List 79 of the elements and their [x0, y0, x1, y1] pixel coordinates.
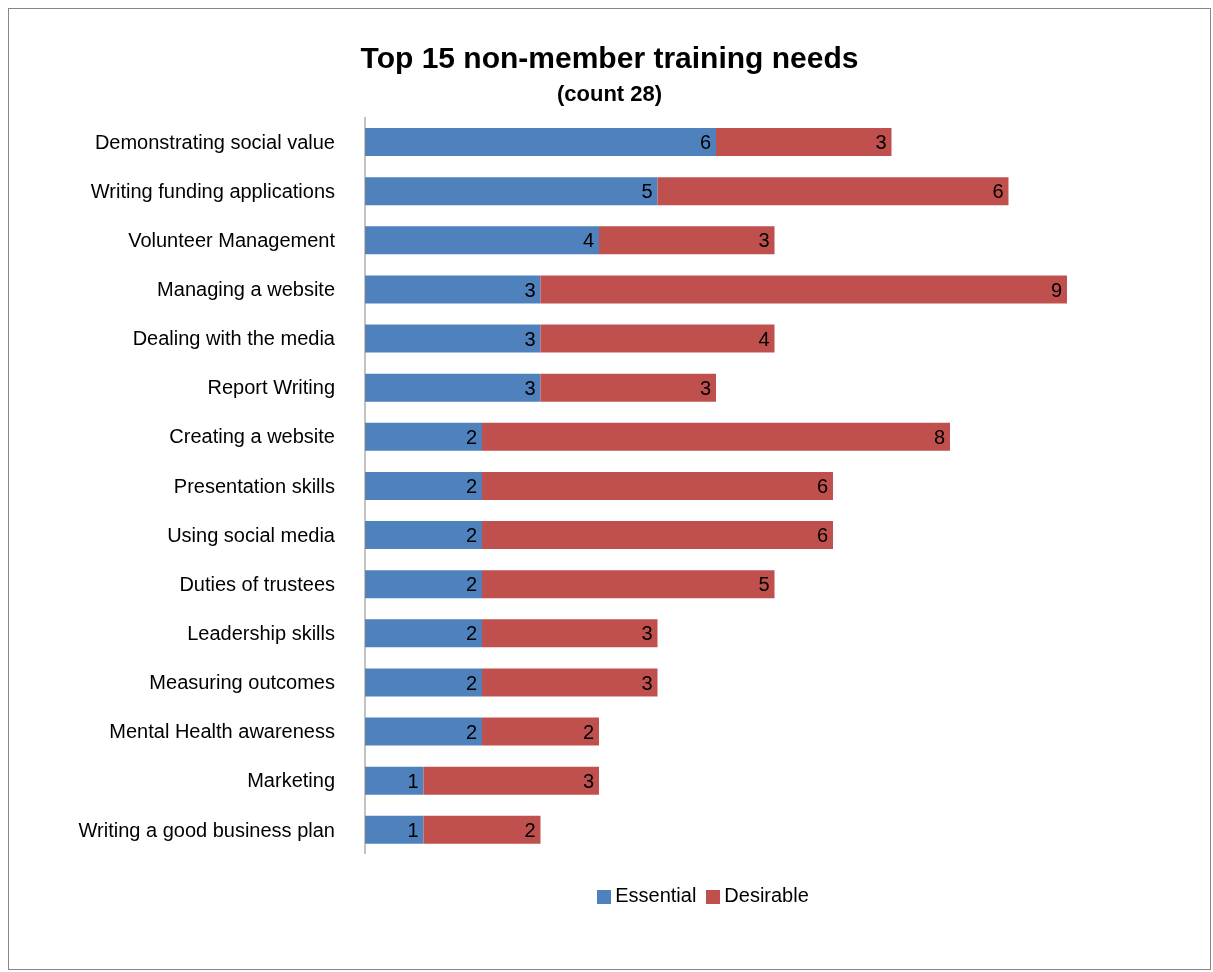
data-label: 3: [524, 376, 536, 399]
y-tick-label: Leadership skills: [187, 622, 335, 644]
data-label: 4: [582, 229, 594, 252]
bar: [482, 570, 775, 599]
y-tick-label: Writing a good business plan: [78, 818, 335, 841]
data-label: 2: [465, 475, 477, 498]
y-tick-label: Managing a website: [157, 278, 335, 301]
data-label: 3: [641, 671, 653, 694]
bar: [482, 668, 658, 697]
bar: [365, 373, 541, 402]
data-label: 8: [933, 425, 945, 448]
bar: [482, 619, 658, 648]
bar: [540, 373, 716, 402]
data-label: 3: [582, 769, 594, 792]
bar: [365, 815, 424, 844]
bar: [365, 471, 482, 500]
data-label: 3: [875, 131, 887, 154]
data-label: 2: [465, 425, 477, 448]
legend-label: Essential: [615, 884, 697, 906]
y-tick-label: Using social media: [167, 523, 336, 546]
data-label: 3: [758, 229, 770, 252]
bar: [423, 766, 599, 795]
data-label: 1: [407, 769, 419, 792]
data-label: 2: [524, 818, 536, 841]
bar: [365, 619, 482, 648]
data-label: 4: [758, 327, 770, 350]
bar: [482, 521, 833, 550]
data-label: 3: [699, 376, 711, 399]
bar: [365, 570, 482, 599]
y-tick-label: Marketing: [247, 769, 335, 792]
bar: [365, 177, 658, 206]
bar: [365, 128, 716, 156]
chart-subtitle: (count 28): [555, 81, 664, 107]
data-label: 5: [758, 573, 770, 596]
y-tick-label: Duties of trustees: [179, 572, 335, 595]
y-tick-label: Demonstrating social value: [94, 130, 335, 153]
bar: [482, 422, 950, 451]
bar: [365, 521, 482, 550]
y-tick-label: Creating a website: [169, 425, 335, 448]
data-label: 2: [582, 720, 594, 743]
y-tick-label: Writing funding applications: [90, 179, 335, 202]
bar: [482, 471, 833, 500]
data-label: 6: [816, 524, 828, 547]
data-label: 6: [992, 180, 1004, 203]
y-tick-label: Measuring outcomes: [149, 671, 335, 694]
bar: [657, 177, 1009, 206]
data-label: 6: [816, 475, 828, 498]
data-label: 9: [1050, 278, 1062, 301]
data-label: 2: [465, 622, 477, 645]
data-label: 1: [407, 818, 419, 841]
bar: [540, 275, 1067, 304]
bar: [716, 128, 892, 156]
legend-label: Desirable: [724, 884, 809, 906]
bar: [365, 275, 541, 304]
bar: [365, 766, 424, 795]
y-tick-label: Dealing with the media: [132, 327, 336, 350]
data-label: 2: [465, 720, 477, 743]
y-tick-label: Volunteer Management: [128, 228, 336, 251]
data-label: 3: [524, 327, 536, 350]
bar: [540, 324, 775, 353]
y-tick-label: Presentation skills: [173, 474, 335, 497]
data-label: 6: [699, 131, 711, 154]
y-tick-label: Report Writing: [207, 376, 335, 399]
bar: [365, 717, 482, 746]
bar: [365, 324, 541, 353]
bar: [365, 668, 482, 697]
bar: [482, 717, 599, 746]
data-label: 3: [641, 622, 653, 645]
data-label: 2: [465, 671, 477, 694]
data-label: 2: [465, 573, 477, 596]
bar: [423, 815, 541, 844]
y-tick-label: Mental Health awareness: [109, 720, 335, 743]
bar: [365, 422, 482, 451]
bar: [599, 226, 775, 255]
data-label: 2: [465, 524, 477, 547]
chart-title: Top 15 non-member training needs: [359, 41, 860, 75]
data-label: 5: [641, 180, 653, 203]
data-label: 3: [524, 278, 536, 301]
bar: [365, 226, 599, 255]
